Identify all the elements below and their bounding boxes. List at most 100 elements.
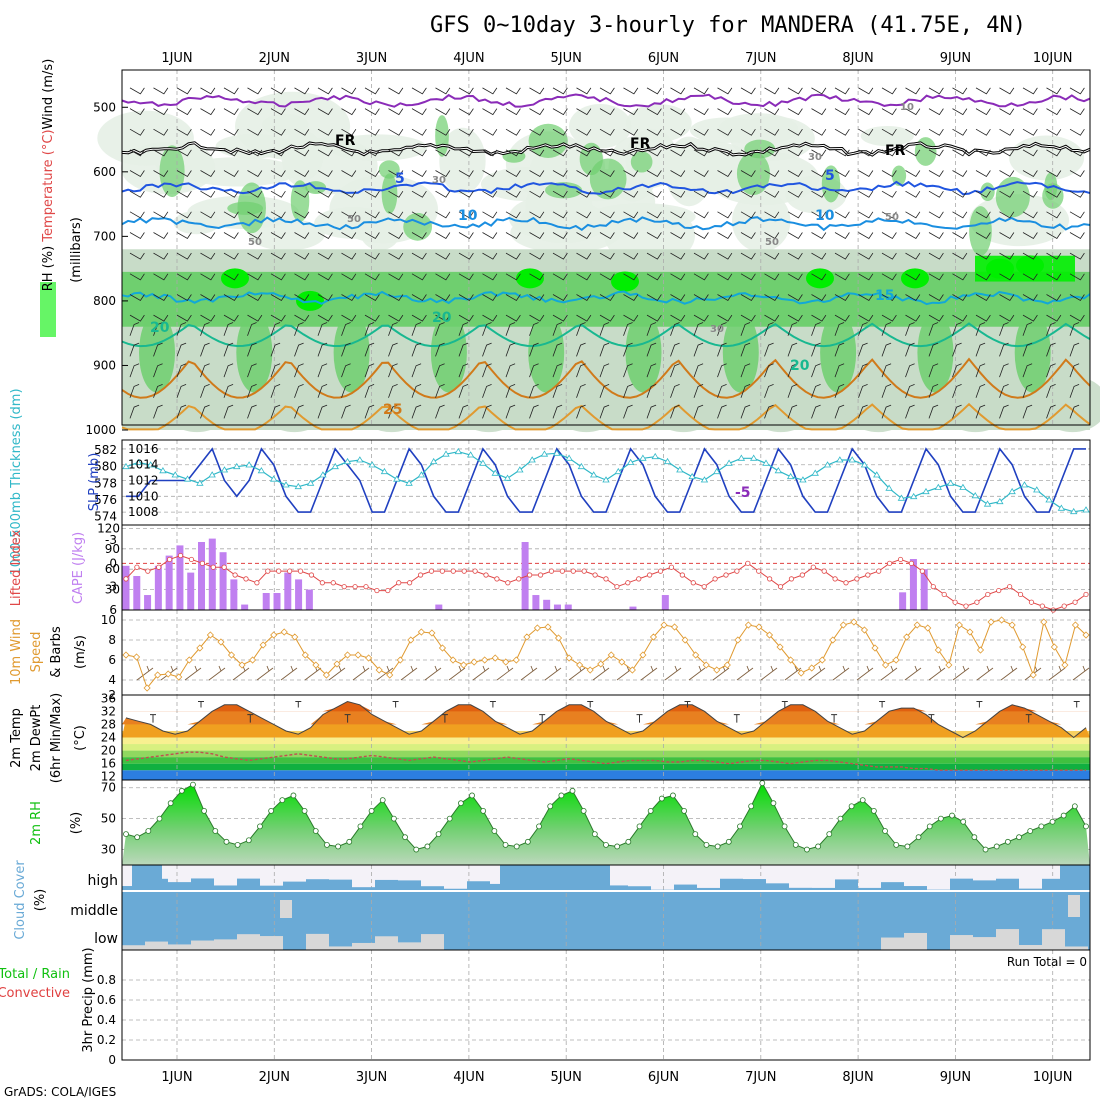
- lifted-index-point: [930, 584, 936, 590]
- wind-barb: [928, 384, 939, 398]
- wind-barb: [411, 342, 422, 357]
- wind-barb: [435, 232, 451, 240]
- cloud-high-bar: [1065, 878, 1088, 890]
- wind-barb: [505, 363, 516, 378]
- wind-barb: [905, 211, 921, 219]
- panel-frames: [121, 69, 1091, 1061]
- lifted-index-point: [1083, 591, 1089, 598]
- cloud-high-bar: [789, 887, 812, 890]
- wind-barb: [270, 232, 286, 240]
- wind-barb: [623, 149, 639, 157]
- cape-bar: [521, 542, 529, 610]
- y-tick-label-right: 1012: [128, 474, 159, 488]
- wind-barb: [740, 314, 756, 322]
- wind-speed-point: [554, 634, 563, 642]
- wind-barb: [811, 342, 821, 357]
- contour-label: 10: [458, 208, 478, 224]
- wind-speed-point: [871, 644, 879, 652]
- wind-barb: [317, 384, 328, 398]
- wind-barb: [787, 273, 803, 281]
- wind-barb: [717, 108, 733, 116]
- thickness-point: [183, 475, 192, 482]
- wind-barb: [764, 232, 780, 240]
- y-tick-label-right: 60: [105, 562, 120, 576]
- wind-barb: [223, 363, 234, 378]
- wind-barb: [176, 232, 192, 240]
- wind-barb: [693, 87, 709, 95]
- cloud-low-bar: [1019, 944, 1042, 950]
- wind-barb: [458, 363, 469, 378]
- wind-barb: [811, 190, 827, 198]
- wind-barb: [341, 232, 357, 240]
- wind-barb: [129, 211, 145, 219]
- date-label-top: 2JUN: [259, 51, 290, 66]
- wind-barb: [223, 170, 239, 178]
- wind-barb: [599, 342, 610, 357]
- y-tick-label: 32: [101, 704, 116, 718]
- lifted-index-point: [745, 560, 751, 566]
- wind-barb: [317, 190, 333, 198]
- cloud-low-bar: [260, 936, 283, 950]
- surface-wind-barb: [136, 665, 154, 681]
- wind-barb: [670, 363, 680, 378]
- wind-barb: [952, 384, 962, 398]
- y-tick-label: 580: [94, 460, 117, 474]
- temp-max-marker: [587, 701, 594, 708]
- cloud-high-bar: [467, 881, 490, 890]
- wind-barb: [505, 108, 521, 116]
- wind-barb: [905, 252, 921, 260]
- wind-barb: [529, 170, 545, 178]
- wind-barb: [764, 170, 780, 178]
- wind-speed-point: [765, 631, 774, 639]
- rh-point: [647, 808, 654, 814]
- wind-barb: [952, 404, 962, 419]
- wind-barb: [364, 232, 380, 240]
- rh-point: [156, 815, 163, 822]
- wind-barb: [364, 190, 380, 198]
- thickness-point: [749, 454, 758, 461]
- wind-barb: [858, 252, 874, 260]
- wind-barb: [881, 363, 892, 378]
- y-tick-label: 6: [109, 603, 117, 617]
- wind-barb: [928, 322, 939, 336]
- wind-barb: [552, 404, 563, 419]
- thickness-point: [983, 500, 992, 507]
- wind-barb: [599, 211, 615, 219]
- wind-barb: [294, 149, 310, 157]
- thickness-point: [614, 467, 623, 475]
- wind-barb: [247, 108, 263, 116]
- rh-point: [178, 787, 185, 794]
- contour-label: 10: [815, 208, 835, 224]
- wind-barb: [881, 294, 897, 302]
- wind-barb: [435, 170, 451, 178]
- lifted-index-point: [941, 591, 947, 598]
- temp-max-marker: [392, 701, 399, 708]
- wind-barb: [482, 363, 492, 378]
- wind-speed-point: [502, 658, 510, 666]
- temp-area: [122, 701, 1090, 738]
- date-label-bottom: 7JUN: [745, 1070, 776, 1085]
- lifted-index-point: [963, 603, 969, 609]
- ylabel-part: (millibars): [69, 217, 84, 283]
- rh-cell-mid: [403, 212, 433, 241]
- wind-barb: [740, 273, 756, 281]
- thickness-point: [676, 466, 684, 473]
- wind-barb: [693, 211, 709, 219]
- wind-speed-point: [312, 661, 320, 669]
- wind-barb: [928, 252, 944, 260]
- y-tick-label: 900: [93, 358, 116, 372]
- wind-barb: [247, 87, 263, 95]
- rh-cell-diurnal-low: [162, 376, 232, 433]
- wind-barb: [999, 273, 1015, 281]
- lifted-index-point: [428, 568, 435, 574]
- surface-wind-barb: [760, 665, 778, 681]
- lifted-index-point: [188, 556, 195, 563]
- surface-wind-barb: [640, 665, 658, 681]
- wind-barb: [999, 342, 1009, 357]
- rh-point: [804, 846, 810, 853]
- cape-bar: [284, 572, 292, 610]
- wind-barb: [388, 108, 404, 116]
- surface-wind-barb: [376, 665, 394, 681]
- wind-barb: [341, 314, 357, 322]
- wind-barb: [458, 149, 474, 157]
